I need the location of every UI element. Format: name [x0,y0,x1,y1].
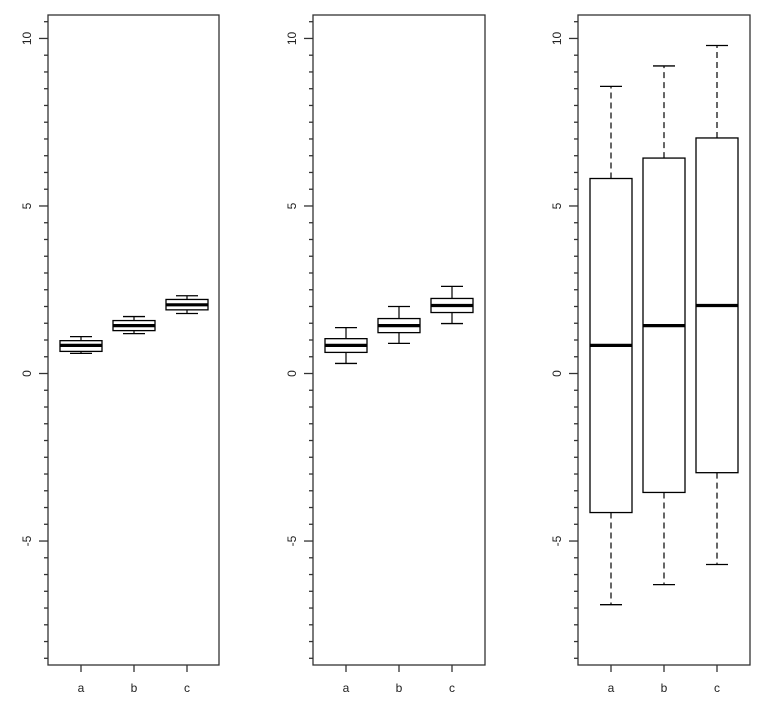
box-c [430,285,474,325]
y-tick-label: -5 [550,535,564,546]
y-tick-label: 5 [20,202,34,209]
x-tick-label: b [131,681,138,695]
y-tick-label: -5 [20,535,34,546]
y-tick-label: 10 [285,31,299,45]
y-tick-label: 0 [550,370,564,377]
y-axis: -5 0 5 10 [550,21,578,659]
y-tick-label: 10 [550,31,564,45]
y-tick-label: 0 [20,370,34,377]
y-tick-label: 10 [20,31,34,45]
x-tick-label: c [714,681,720,695]
box-b [112,315,156,335]
x-tick-label: c [184,681,190,695]
x-tick-label: b [661,681,668,695]
x-axis: a b c [78,665,190,695]
boxplot-panel-1: -5 0 5 10 a b c [20,14,220,695]
y-tick-label: 5 [285,202,299,209]
y-tick-label: 0 [285,370,299,377]
y-tick-label: 5 [550,202,564,209]
boxplot-panel-3: -5 0 5 10 a b c [550,14,751,695]
box-c [165,295,209,315]
box-c [695,44,739,566]
x-tick-label: a [608,681,615,695]
x-axis: a b c [343,665,455,695]
x-tick-label: a [343,681,350,695]
x-tick-label: a [78,681,85,695]
box-b [377,305,421,345]
x-axis: a b c [608,665,720,695]
x-tick-label: b [396,681,403,695]
box-b [642,65,686,586]
box-a [589,85,633,606]
boxplot-panel-2: -5 0 5 10 a b c [285,14,486,695]
plot-frame [47,14,220,666]
box-a [59,335,103,355]
y-axis: -5 0 5 10 [20,21,48,659]
box-a [324,326,368,365]
y-tick-label: -5 [285,535,299,546]
y-axis: -5 0 5 10 [285,21,313,659]
x-tick-label: c [449,681,455,695]
